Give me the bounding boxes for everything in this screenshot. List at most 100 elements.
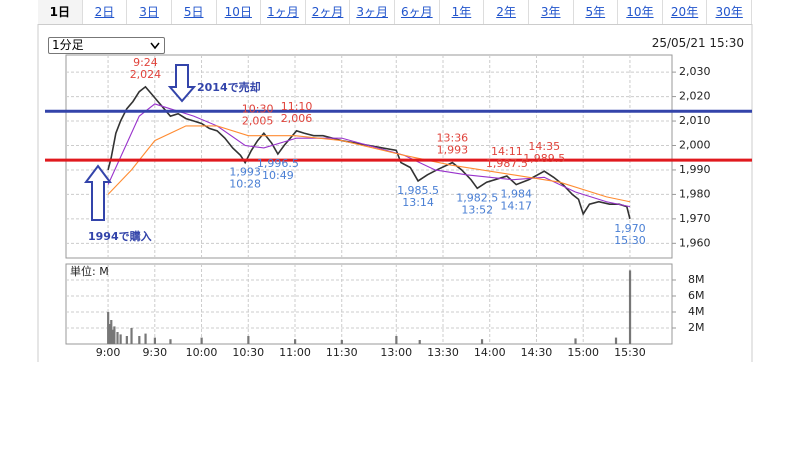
volume-bar — [574, 338, 577, 344]
volume-bar — [395, 336, 398, 344]
buy-label: 1994で購入 — [88, 229, 152, 243]
volume-bar — [200, 337, 203, 344]
sell-arrow — [167, 64, 197, 103]
x-tick-label: 15:30 — [614, 346, 646, 359]
period-tab[interactable]: 2日 — [83, 0, 128, 24]
annotation-price: 2,005 — [242, 114, 274, 127]
volume-bar — [169, 339, 172, 344]
annotation-price: 1,984 — [500, 188, 532, 201]
x-tick-label: 13:30 — [427, 346, 459, 359]
annotation-time: 10:30 — [242, 102, 274, 115]
x-tick-label: 10:30 — [232, 346, 264, 359]
volume-bar — [111, 329, 114, 344]
annotation-time: 13:52 — [461, 203, 493, 216]
x-tick-label: 10:00 — [186, 346, 218, 359]
period-tab[interactable]: 5年 — [574, 0, 619, 24]
y-tick-label: 2,010 — [679, 114, 711, 127]
annotation-price: 1,993 — [437, 144, 469, 157]
annotation-time: 14:17 — [500, 200, 532, 213]
volume-bar — [138, 336, 141, 344]
y-tick-label: 6M — [688, 289, 705, 302]
unit-label: 単位: M — [70, 264, 109, 278]
volume-bar — [130, 328, 133, 344]
annotation-price: 1,996.5 — [257, 157, 299, 170]
volume-bar — [153, 337, 156, 344]
annotation-price: 2,006 — [281, 112, 313, 125]
volume-bar — [110, 320, 113, 344]
volume-bar — [125, 336, 128, 344]
annotation-time: 10:28 — [229, 178, 261, 191]
annotation-time: 13:36 — [436, 132, 468, 145]
annotation-time: 10:49 — [262, 169, 294, 182]
annotation-time: 15:30 — [614, 234, 646, 247]
volume-bar — [113, 326, 116, 344]
chevron — [150, 42, 160, 50]
period-tab[interactable]: 1年 — [440, 0, 485, 24]
price-line — [107, 85, 631, 220]
sell-label: 2014で売却 — [197, 80, 261, 94]
moving-average — [107, 103, 631, 208]
volume-bar — [340, 340, 343, 344]
annotation-price: 1,987.5 — [486, 157, 528, 170]
moving-average — [107, 125, 631, 203]
x-tick-label: 9:30 — [142, 346, 167, 359]
interval-select[interactable]: 1分足 — [48, 37, 165, 54]
period-tab[interactable]: 30年 — [707, 0, 752, 24]
annotation-price: 1,985.5 — [397, 184, 439, 197]
period-tab[interactable]: 2ヶ月 — [306, 0, 351, 24]
x-tick-label: 11:00 — [279, 346, 311, 359]
annotation-price: 1,993 — [229, 166, 261, 179]
period-tab[interactable]: 1ヶ月 — [261, 0, 306, 24]
annotation-price: 1,989.5 — [523, 152, 565, 165]
y-tick-label: 2,020 — [679, 90, 711, 103]
period-tab[interactable]: 3ヶ月 — [350, 0, 395, 24]
x-tick-label: 15:00 — [567, 346, 599, 359]
annotation-time: 13:14 — [402, 196, 434, 209]
volume-bar — [107, 312, 110, 344]
y-tick-label: 8M — [688, 273, 705, 286]
volume-bar — [418, 340, 421, 344]
y-tick-label: 2,000 — [679, 138, 711, 151]
y-tick-label: 2,030 — [679, 65, 711, 78]
annotation-time: 9:24 — [133, 56, 158, 69]
annotation-price: 2,024 — [130, 68, 162, 81]
interval-select-text: 1分足 — [52, 38, 84, 52]
period-tab[interactable]: 3日 — [127, 0, 172, 24]
volume-bar — [108, 324, 111, 344]
volume-bar — [116, 332, 119, 344]
volume-bar — [247, 336, 250, 344]
price-frame — [65, 54, 673, 259]
annotation-price: 1,970 — [614, 222, 646, 235]
x-tick-label: 14:00 — [474, 346, 506, 359]
volume-bar — [294, 339, 297, 344]
x-tick-label: 13:00 — [380, 346, 412, 359]
buy-arrow — [84, 164, 112, 221]
volume-bar — [614, 337, 618, 344]
period-tab[interactable]: 20年 — [663, 0, 708, 24]
period-tab[interactable]: 5日 — [172, 0, 217, 24]
y-tick-label: 1,970 — [679, 212, 711, 225]
period-tab[interactable]: 2年 — [484, 0, 529, 24]
y-tick-label: 4M — [688, 305, 705, 318]
y-tick-label: 1,980 — [679, 187, 711, 200]
period-tab[interactable]: 3年 — [529, 0, 574, 24]
x-tick-label: 11:30 — [326, 346, 358, 359]
period-tab[interactable]: 10年 — [618, 0, 663, 24]
period-tab[interactable]: 10日 — [217, 0, 262, 24]
timestamp: 25/05/21 15:30 — [651, 36, 744, 50]
annotation-time: 11:10 — [281, 100, 313, 113]
volume-frame — [65, 263, 673, 345]
volume-bar — [119, 334, 122, 344]
y-tick-label: 1,960 — [679, 236, 711, 249]
annotation-time: 14:11 — [491, 145, 523, 158]
volume-bar — [480, 339, 484, 344]
volume-bar — [144, 333, 147, 344]
period-tab[interactable]: 6ヶ月 — [395, 0, 440, 24]
annotation-price: 1,982.5 — [456, 191, 498, 204]
y-tick-label: 2M — [688, 321, 705, 334]
period-tab[interactable]: 1日 — [38, 0, 83, 24]
x-tick-label: 14:30 — [521, 346, 553, 359]
y-tick-label: 1,990 — [679, 163, 711, 176]
